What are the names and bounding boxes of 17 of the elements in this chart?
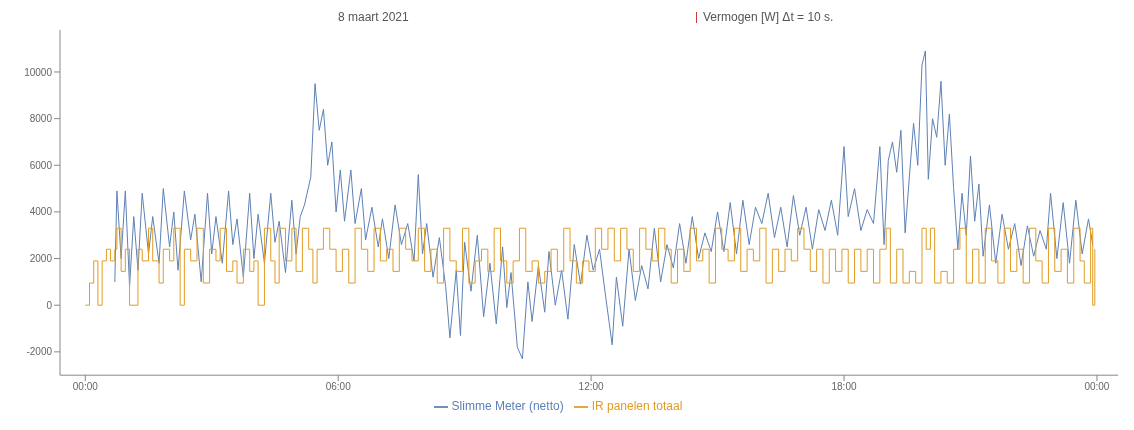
x-tick-label: 06:00: [325, 381, 352, 393]
chart-title: 8 maart 2021: [338, 10, 409, 24]
y-tick-label: 6000: [29, 159, 53, 171]
chart-subtitle: Vermogen [W] Δt = 10 s.: [703, 10, 834, 24]
y-tick-label: 8000: [29, 113, 53, 125]
x-tick-label: 12:00: [578, 381, 605, 393]
line-series: [114, 50, 1094, 360]
y-tick-label: 4000: [29, 206, 53, 218]
legend-label: IR panelen totaal: [591, 399, 683, 414]
y-tick-label: -2000: [26, 346, 53, 358]
x-tick-label: 18:00: [831, 381, 857, 393]
x-tick-label: 00:00: [72, 381, 99, 393]
legend-label: Slimme Meter (netto): [451, 399, 564, 414]
x-tick-label: 00:00: [1084, 381, 1110, 393]
y-tick-label: 0: [46, 299, 53, 311]
y-tick-label: 2000: [29, 253, 53, 265]
y-tick-label: 10000: [24, 66, 53, 78]
